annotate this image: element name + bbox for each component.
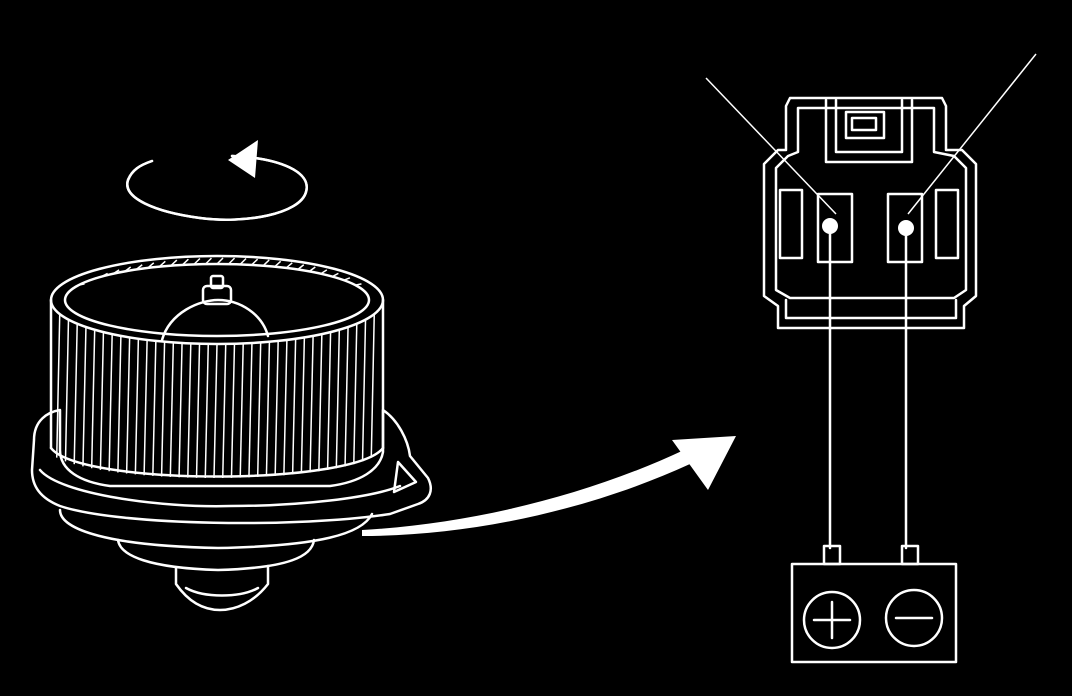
fan-blade: [344, 326, 349, 467]
fan-blade-top: [297, 264, 305, 271]
fan-blade: [204, 343, 210, 478]
fan-blade-top: [308, 266, 316, 273]
fan-blade-top: [216, 257, 224, 265]
fan-blade: [195, 343, 201, 478]
fan-blade: [274, 340, 279, 476]
fan-blade: [265, 341, 271, 477]
fan-blade-top: [274, 260, 282, 268]
rotation-arrow-icon: [126, 140, 308, 221]
fan-blade: [326, 332, 332, 470]
fan-blade: [353, 323, 358, 465]
fan-blade-top: [193, 257, 201, 265]
fan-blade-top: [355, 283, 362, 286]
fan-blade: [134, 338, 140, 475]
fan-blade: [256, 342, 262, 477]
fan-blade-top: [170, 259, 178, 267]
fan-blade: [221, 343, 227, 478]
fan-blade: [309, 335, 314, 473]
fan-blade: [213, 343, 218, 479]
fan-blade: [108, 334, 113, 472]
fan-blade: [187, 343, 192, 478]
fan-blade: [143, 339, 148, 476]
fan-blade: [90, 329, 96, 469]
fan-blade: [361, 319, 367, 462]
blower-base-flange: [30, 408, 432, 550]
fan-blade: [64, 319, 70, 462]
fan-blade-top: [332, 272, 339, 278]
blower-connector: [705, 53, 1037, 330]
fan-blade-top: [251, 258, 259, 266]
fan-blade: [370, 314, 376, 458]
fan-blade: [178, 342, 183, 478]
fan-blade: [99, 332, 105, 470]
battery: [790, 544, 958, 664]
fan-blade-top: [135, 264, 143, 271]
minus-icon: [884, 588, 944, 648]
fan-blade-top: [112, 269, 120, 275]
fan-blade: [230, 343, 236, 478]
fan-blade-top: [285, 262, 293, 269]
fan-blade: [73, 323, 78, 465]
fan-blade-top: [158, 260, 166, 268]
fan-blade-top: [147, 262, 155, 269]
fan-blade-top: [124, 266, 132, 273]
fan-blade: [283, 339, 288, 476]
fan-blade: [82, 326, 87, 467]
curved-arrow-icon: [362, 436, 736, 536]
plus-icon: [802, 590, 862, 650]
fan-blade: [318, 334, 323, 472]
motor-housing: [116, 538, 316, 612]
fan-blade: [152, 340, 157, 476]
test-leads: [828, 230, 908, 550]
fan-blade-top: [89, 277, 97, 281]
fan-blade-top: [101, 272, 108, 278]
fan-blade: [55, 314, 61, 458]
fan-blade: [248, 342, 253, 478]
fan-blade-top: [320, 269, 328, 275]
fan-blades: [55, 257, 376, 479]
fan-blade: [117, 335, 122, 473]
fan-blade: [125, 337, 131, 474]
fan-blade: [239, 343, 244, 478]
fan-blade-top: [228, 257, 236, 265]
fan-blade: [169, 342, 175, 477]
fan-blade-top: [204, 257, 212, 265]
fan-blade-top: [343, 277, 351, 281]
fan-blade: [160, 341, 166, 477]
fan-blade: [291, 338, 297, 475]
fan-blade-top: [181, 258, 189, 266]
fan-blade-top: [262, 259, 270, 267]
fan-blade-top: [239, 257, 247, 265]
fan-blade-top: [78, 283, 85, 286]
fan-blade: [300, 337, 306, 474]
blower-wheel: [49, 254, 385, 479]
fan-blade: [335, 329, 341, 469]
